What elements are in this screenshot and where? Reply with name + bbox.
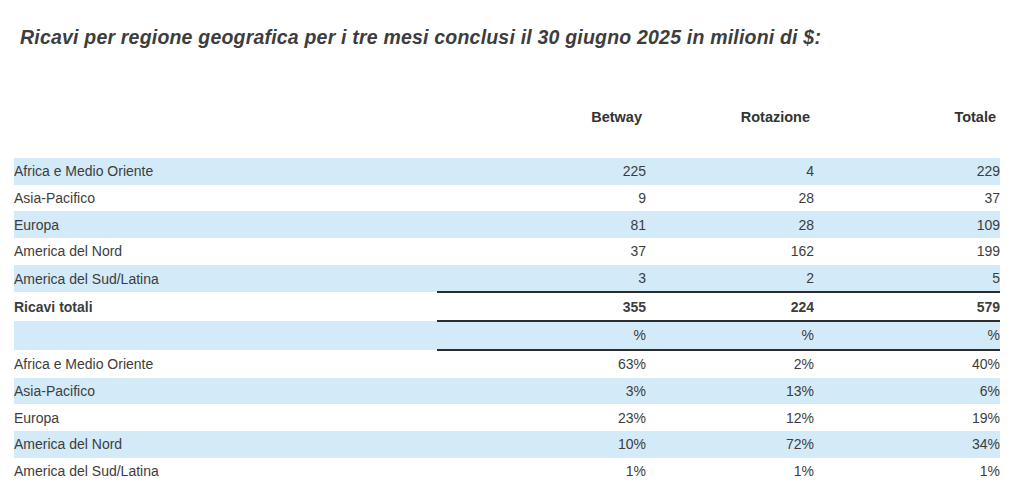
report-page: Ricavi per regione geografica per i tre …: [0, 0, 1024, 497]
percent-header-row: % % %: [14, 321, 1000, 350]
totale-percent: 1%: [814, 458, 1000, 485]
region-label: America del Nord: [14, 238, 437, 265]
table-row: Africa e Medio Oriente 225 4 229: [14, 158, 1000, 185]
region-label: Africa e Medio Oriente: [14, 158, 437, 185]
table-row: America del Sud/Latina 3 2 5: [14, 265, 1000, 293]
totale-value: 199: [814, 238, 1000, 265]
region-label: Europa: [14, 404, 437, 431]
table-row: Asia-Pacifico 3% 13% 6%: [14, 378, 1000, 405]
table-row: America del Nord 10% 72% 34%: [14, 431, 1000, 458]
betway-percent: 23%: [437, 404, 646, 431]
betway-value: 3: [437, 265, 646, 293]
rotazione-total: 224: [646, 292, 814, 321]
table-row: Europa 81 28 109: [14, 211, 1000, 238]
totale-percent: 34%: [814, 431, 1000, 458]
rotazione-value: 2: [646, 265, 814, 293]
totale-total: 579: [814, 292, 1000, 321]
totale-percent: 6%: [814, 378, 1000, 405]
region-label: Africa e Medio Oriente: [14, 350, 437, 378]
rotazione-percent: 1%: [646, 458, 814, 485]
table-row: America del Sud/Latina 1% 1% 1%: [14, 458, 1000, 485]
rotazione-percent-header: %: [646, 321, 814, 350]
totale-percent-header: %: [814, 321, 1000, 350]
region-label: America del Nord: [14, 431, 437, 458]
rotazione-percent: 12%: [646, 404, 814, 431]
region-label: Asia-Pacifico: [14, 185, 437, 212]
column-header-totale: Totale: [814, 109, 1000, 125]
column-header-betway: Betway: [437, 109, 646, 125]
rotazione-value: 28: [646, 185, 814, 212]
totale-percent: 40%: [814, 350, 1000, 378]
revenue-by-region-table: Africa e Medio Oriente 225 4 229 Asia-Pa…: [14, 158, 1000, 484]
totale-value: 229: [814, 158, 1000, 185]
betway-value: 9: [437, 185, 646, 212]
totale-value: 109: [814, 211, 1000, 238]
region-label: Asia-Pacifico: [14, 378, 437, 405]
rotazione-value: 4: [646, 158, 814, 185]
rotazione-percent: 72%: [646, 431, 814, 458]
total-label: Ricavi totali: [14, 292, 437, 321]
totale-percent: 19%: [814, 404, 1000, 431]
betway-value: 225: [437, 158, 646, 185]
column-header-region: [14, 109, 437, 125]
rotazione-value: 28: [646, 211, 814, 238]
rotazione-value: 162: [646, 238, 814, 265]
table-row: America del Nord 37 162 199: [14, 238, 1000, 265]
betway-percent: 10%: [437, 431, 646, 458]
region-label: Europa: [14, 211, 437, 238]
region-label: America del Sud/Latina: [14, 265, 437, 293]
betway-percent: 1%: [437, 458, 646, 485]
percent-header-label: [14, 321, 437, 350]
table-row: Europa 23% 12% 19%: [14, 404, 1000, 431]
table-column-headers: Betway Rotazione Totale: [14, 109, 1000, 125]
table-row: Africa e Medio Oriente 63% 2% 40%: [14, 350, 1000, 378]
region-label: America del Sud/Latina: [14, 458, 437, 485]
betway-percent-header: %: [437, 321, 646, 350]
betway-percent: 3%: [437, 378, 646, 405]
betway-percent: 63%: [437, 350, 646, 378]
rotazione-percent: 13%: [646, 378, 814, 405]
betway-value: 37: [437, 238, 646, 265]
rotazione-percent: 2%: [646, 350, 814, 378]
page-title: Ricavi per regione geografica per i tre …: [20, 26, 821, 49]
betway-value: 81: [437, 211, 646, 238]
totale-value: 5: [814, 265, 1000, 293]
totale-value: 37: [814, 185, 1000, 212]
table-row: Asia-Pacifico 9 28 37: [14, 185, 1000, 212]
betway-total: 355: [437, 292, 646, 321]
total-row: Ricavi totali 355 224 579: [14, 292, 1000, 321]
column-header-rotazione: Rotazione: [646, 109, 814, 125]
